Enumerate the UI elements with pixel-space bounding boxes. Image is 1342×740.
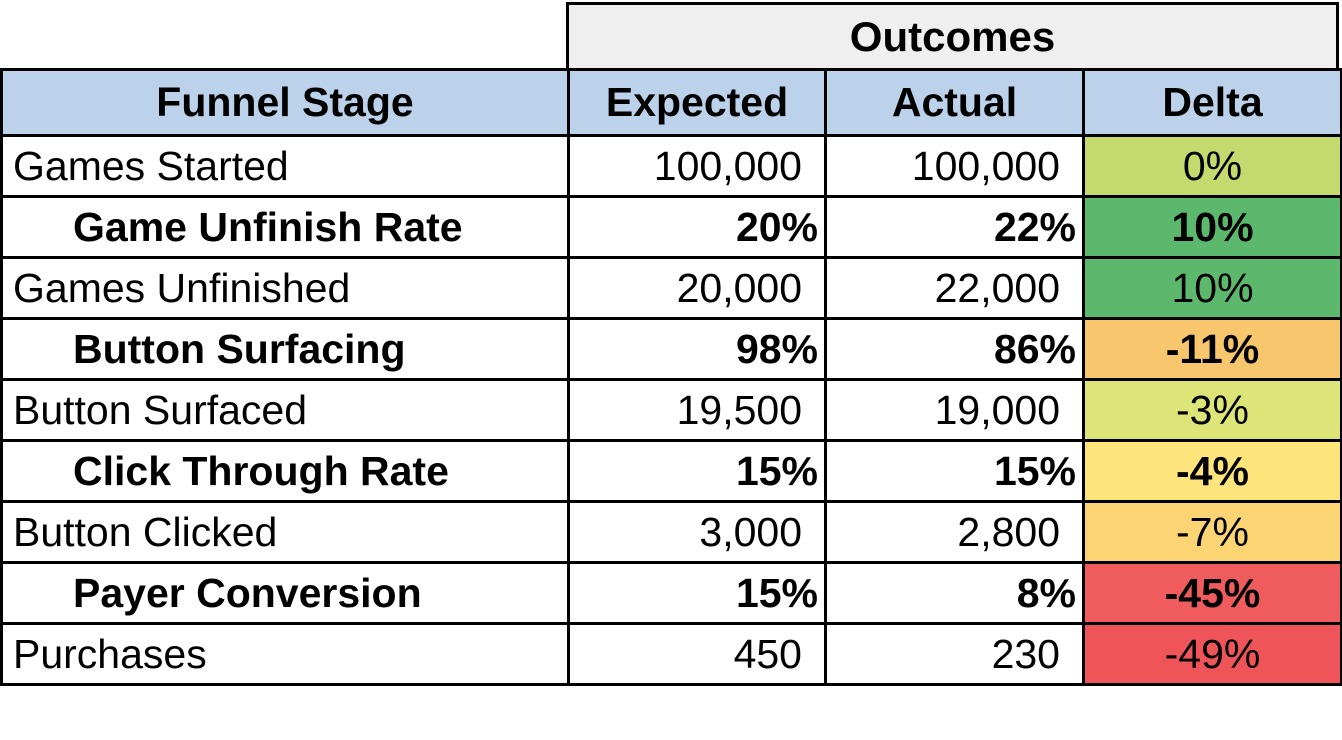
delta-cell: 0%	[1082, 134, 1342, 198]
funnel-stage-cell: Games Started	[0, 134, 570, 198]
delta-cell: -49%	[1082, 622, 1342, 686]
outcomes-group-header: Outcomes	[566, 2, 1339, 68]
funnel-stage-cell: Game Unfinish Rate	[0, 195, 570, 259]
expected-cell: 15%	[567, 439, 827, 503]
actual-cell: 230	[824, 622, 1085, 686]
column-header-expected: Expected	[567, 68, 827, 137]
actual-cell: 22,000	[824, 256, 1085, 320]
funnel-stage-cell: Games Unfinished	[0, 256, 570, 320]
funnel-stage-cell: Button Clicked	[0, 500, 570, 564]
delta-cell: -3%	[1082, 378, 1342, 442]
table-row: Games Started 100,000 100,000 0%	[0, 134, 1342, 198]
table-row: Games Unfinished 20,000 22,000 10%	[0, 256, 1342, 320]
funnel-stage-cell: Click Through Rate	[0, 439, 570, 503]
expected-cell: 19,500	[567, 378, 827, 442]
column-header-row: Funnel Stage Expected Actual Delta	[0, 68, 1342, 137]
funnel-table-body: Games Started 100,000 100,000 0% Game Unfini…	[0, 134, 1342, 686]
expected-cell: 98%	[567, 317, 827, 381]
expected-cell: 20,000	[567, 256, 827, 320]
delta-cell: 10%	[1082, 256, 1342, 320]
table-row: Game Unfinish Rate 20% 22% 10%	[0, 195, 1342, 259]
funnel-table: Funnel Stage Expected Actual Delta Games…	[0, 68, 1342, 686]
table-row: Button Surfacing 98% 86% -11%	[0, 317, 1342, 381]
actual-cell: 8%	[824, 561, 1085, 625]
column-header-delta: Delta	[1082, 68, 1342, 137]
actual-cell: 86%	[824, 317, 1085, 381]
actual-cell: 19,000	[824, 378, 1085, 442]
delta-cell: -11%	[1082, 317, 1342, 381]
actual-cell: 2,800	[824, 500, 1085, 564]
expected-cell: 15%	[567, 561, 827, 625]
table-row: Button Clicked 3,000 2,800 -7%	[0, 500, 1342, 564]
column-header-actual: Actual	[824, 68, 1085, 137]
funnel-stage-cell: Button Surfacing	[0, 317, 570, 381]
expected-cell: 450	[567, 622, 827, 686]
table-row: Click Through Rate 15% 15% -4%	[0, 439, 1342, 503]
actual-cell: 15%	[824, 439, 1085, 503]
delta-cell: -4%	[1082, 439, 1342, 503]
delta-cell: -45%	[1082, 561, 1342, 625]
funnel-stage-cell: Button Surfaced	[0, 378, 570, 442]
column-header-funnel-stage: Funnel Stage	[0, 68, 570, 137]
expected-cell: 100,000	[567, 134, 827, 198]
expected-cell: 20%	[567, 195, 827, 259]
actual-cell: 100,000	[824, 134, 1085, 198]
table-row: Button Surfaced 19,500 19,000 -3%	[0, 378, 1342, 442]
funnel-stage-cell: Purchases	[0, 622, 570, 686]
expected-cell: 3,000	[567, 500, 827, 564]
actual-cell: 22%	[824, 195, 1085, 259]
delta-cell: -7%	[1082, 500, 1342, 564]
delta-cell: 10%	[1082, 195, 1342, 259]
table-row: Payer Conversion 15% 8% -45%	[0, 561, 1342, 625]
funnel-stage-cell: Payer Conversion	[0, 561, 570, 625]
table-row: Purchases 450 230 -49%	[0, 622, 1342, 686]
